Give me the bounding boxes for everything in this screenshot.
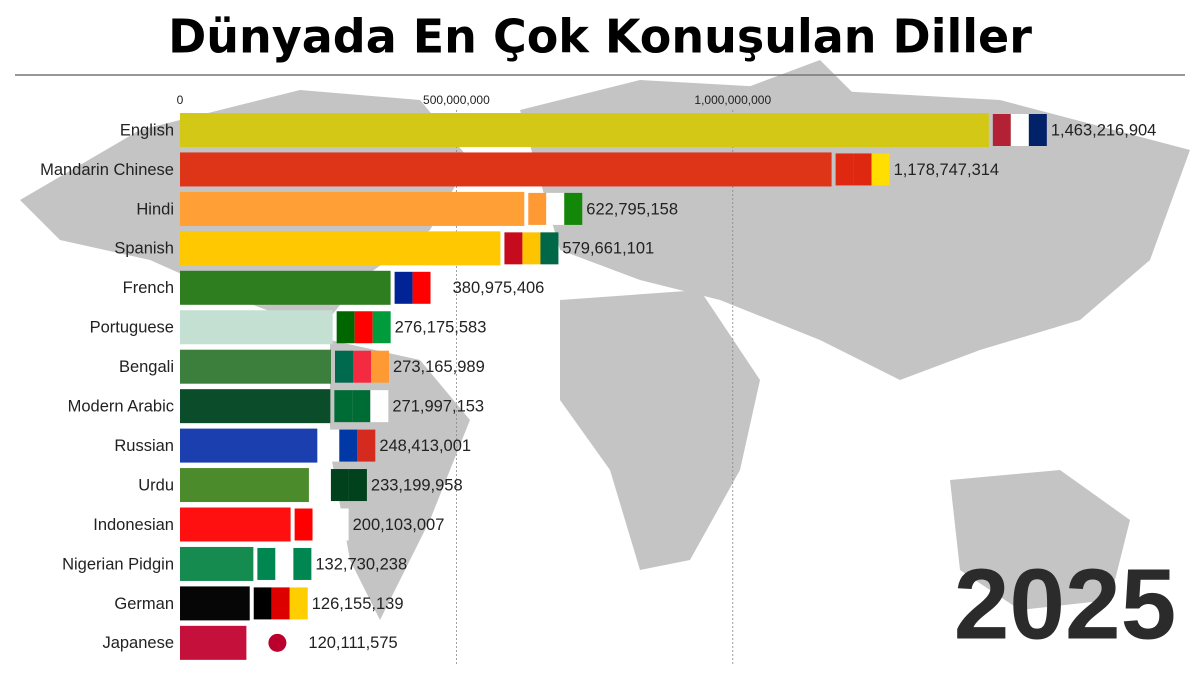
flag	[353, 350, 372, 383]
flag	[339, 429, 358, 462]
y-tick-label: Russian	[114, 437, 174, 455]
flag	[1010, 114, 1029, 146]
flag	[286, 626, 305, 659]
value-label: 276,175,583	[395, 319, 487, 337]
y-tick-label: Mandarin Chinese	[40, 161, 174, 179]
flag	[394, 271, 413, 304]
bar	[180, 310, 333, 345]
value-label: 200,103,007	[353, 516, 445, 534]
flag	[540, 232, 559, 265]
flag	[357, 429, 376, 462]
y-tick-label: Hindi	[136, 200, 174, 218]
y-tick-label: German	[114, 595, 174, 613]
flag	[335, 350, 354, 383]
y-tick-label: Japanese	[102, 634, 174, 652]
x-tick-label: 0	[177, 93, 184, 107]
value-label: 579,661,101	[562, 240, 654, 258]
value-label: 273,165,989	[393, 358, 485, 376]
value-label: 120,111,575	[308, 634, 397, 652]
chart-title: Dünyada En Çok Konuşulan Diller	[168, 10, 1032, 64]
value-label: 380,975,406	[453, 279, 545, 297]
bar	[180, 428, 318, 463]
flag	[546, 192, 565, 225]
x-tick-label: 500,000,000	[423, 93, 490, 107]
bar	[180, 586, 250, 621]
flag	[412, 271, 431, 304]
bar	[180, 546, 254, 581]
bar	[180, 231, 501, 266]
value-label: 1,178,747,314	[894, 161, 1000, 179]
value-label: 271,997,153	[392, 398, 484, 416]
flag	[294, 508, 313, 541]
value-label: 622,795,158	[586, 200, 678, 218]
flag	[354, 311, 373, 344]
flag	[348, 469, 367, 502]
flag	[330, 469, 349, 502]
bar	[180, 468, 309, 503]
flag	[257, 547, 276, 580]
bar	[180, 270, 391, 305]
value-label: 126,155,139	[312, 595, 404, 613]
flag	[271, 587, 290, 620]
flag	[871, 153, 890, 186]
value-label: 248,413,001	[379, 437, 471, 455]
flag	[992, 114, 1011, 146]
value-label: 132,730,238	[315, 555, 407, 573]
y-tick-label: Portuguese	[90, 319, 174, 337]
bar	[180, 349, 332, 384]
flag	[268, 633, 287, 652]
flag	[564, 192, 583, 225]
flag	[522, 232, 541, 265]
flag	[312, 469, 331, 502]
flag	[370, 390, 389, 423]
bar	[180, 507, 291, 542]
flag	[853, 153, 872, 186]
bar	[180, 625, 247, 660]
value-label: 1,463,216,904	[1051, 121, 1157, 139]
y-tick-label: English	[120, 121, 174, 139]
flag	[352, 390, 371, 423]
flag	[321, 429, 340, 462]
flag	[430, 271, 449, 304]
flag	[293, 547, 312, 580]
flag	[528, 192, 547, 225]
bar	[180, 389, 331, 424]
bar	[180, 191, 525, 226]
flag	[289, 587, 308, 620]
flag	[371, 350, 390, 383]
year-label: 2025	[954, 548, 1176, 660]
y-tick-label: French	[123, 279, 174, 297]
flag	[312, 508, 331, 541]
flag	[336, 311, 355, 344]
flag	[372, 311, 391, 344]
flag	[275, 547, 294, 580]
x-tick-label: 1,000,000,000	[694, 93, 771, 107]
y-tick-label: Urdu	[138, 476, 174, 494]
y-tick-label: Modern Arabic	[68, 398, 174, 416]
y-tick-label: Bengali	[119, 358, 174, 376]
flag	[835, 153, 854, 186]
bar	[180, 152, 832, 187]
value-label: 233,199,958	[371, 476, 463, 494]
flag	[330, 508, 349, 541]
y-tick-label: Indonesian	[93, 516, 174, 534]
y-tick-label: Spanish	[114, 240, 174, 258]
flag	[250, 626, 269, 659]
flag	[253, 587, 272, 620]
flag	[1028, 114, 1047, 146]
bar	[180, 113, 989, 147]
flag	[334, 390, 353, 423]
flag	[504, 232, 523, 265]
y-tick-label: Nigerian Pidgin	[62, 555, 174, 573]
